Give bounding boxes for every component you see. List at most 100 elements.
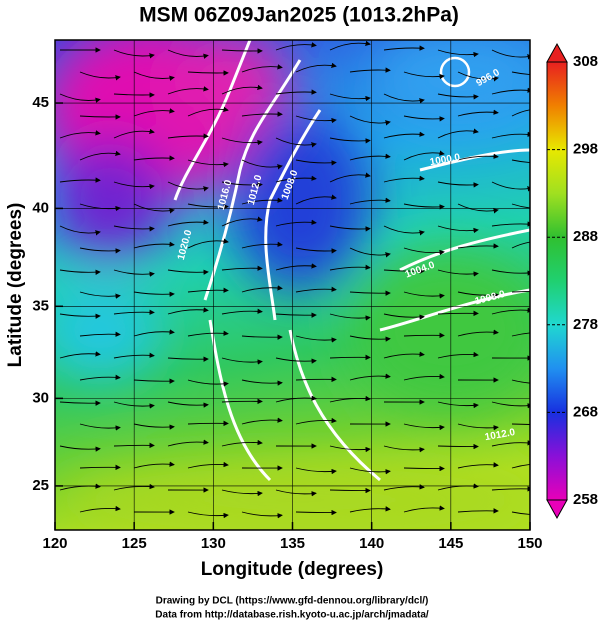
streamline (295, 467, 337, 475)
streamline (133, 203, 175, 214)
streamline (295, 115, 337, 124)
streamline (241, 241, 283, 249)
streamline (511, 379, 530, 384)
streamline (491, 49, 530, 60)
streamline (329, 354, 371, 361)
x-tick-label: 120 (42, 535, 67, 552)
streamline (59, 177, 101, 183)
streamline (167, 181, 209, 192)
streamline (403, 332, 445, 339)
streamline (295, 62, 337, 73)
streamline (349, 373, 391, 381)
streamline (295, 509, 337, 516)
streamline (383, 45, 425, 51)
streamline (491, 221, 530, 227)
streamline (241, 111, 283, 117)
streamline (329, 225, 371, 232)
streamline (403, 291, 445, 299)
streamline (329, 395, 371, 403)
streamline (437, 93, 479, 100)
streamline (329, 264, 371, 271)
x-tick-label: 140 (359, 535, 384, 552)
streamline (329, 487, 371, 494)
streamline (187, 287, 229, 293)
x-tick-label: 145 (438, 535, 463, 552)
streamline (349, 290, 391, 296)
streamline (133, 155, 175, 161)
streamline (295, 194, 337, 205)
streamline (329, 445, 371, 453)
streamline (295, 335, 337, 343)
streamline (349, 153, 391, 161)
streamline (79, 374, 121, 381)
streamline (133, 108, 175, 117)
streamline (295, 417, 337, 425)
streamline (329, 93, 371, 102)
streamline (511, 464, 530, 469)
streamline (221, 265, 263, 271)
streamline (241, 159, 283, 170)
streamline (457, 508, 499, 514)
colorbar-extend-bottom (546, 499, 568, 520)
streamline (187, 159, 229, 168)
streamline (275, 219, 317, 227)
streamline (349, 197, 391, 205)
streamline (329, 172, 371, 183)
streamline (437, 351, 479, 359)
streamline (491, 181, 530, 192)
streamline (511, 511, 530, 515)
streamline (457, 423, 499, 431)
streamline (403, 150, 445, 161)
streamline (383, 351, 425, 359)
streamline (167, 269, 209, 275)
streamline (79, 464, 121, 471)
streamline (79, 114, 121, 120)
colorbar-tick-label: 308 (573, 53, 598, 70)
credit: Drawing by DCL (https://www.gfd-dennou.o… (156, 596, 429, 607)
streamline (79, 150, 121, 161)
streamline (403, 373, 445, 381)
y-axis-label: Latitude (degrees) (5, 203, 26, 368)
streamline (329, 313, 371, 321)
y-tick-label: 25 (32, 477, 49, 494)
streamline (59, 130, 101, 139)
colorbar (546, 61, 568, 501)
streamline (133, 378, 175, 384)
streamline (275, 137, 317, 148)
y-tick-label: 45 (32, 94, 49, 111)
streamline (187, 330, 229, 337)
streamline (383, 484, 425, 491)
x-axis-label: Longitude (degrees) (201, 559, 384, 580)
streamline (457, 243, 499, 249)
colorbar-tick-label: 258 (573, 491, 598, 508)
streamline (241, 334, 283, 340)
streamline (241, 64, 283, 73)
streamline (437, 310, 479, 317)
streamline (221, 137, 263, 146)
streamline (457, 462, 499, 469)
streamline (79, 291, 121, 299)
y-tick-label: 35 (32, 297, 49, 314)
streamline (221, 439, 263, 447)
streamline (167, 356, 209, 362)
streamline (241, 197, 283, 205)
streamline (437, 269, 479, 277)
streamline (275, 175, 317, 183)
field-blobs (55, 40, 530, 530)
streamline (383, 225, 425, 236)
streamline (295, 376, 337, 383)
streamline (511, 71, 530, 75)
contour-label: 1000.0 (429, 152, 461, 168)
streamline (275, 312, 317, 318)
streamline (79, 331, 121, 337)
streamline (349, 247, 391, 258)
streamline (437, 181, 479, 188)
colorbar-tick-label: 298 (573, 141, 598, 158)
streamline (221, 216, 263, 227)
streamline (403, 465, 445, 472)
streamline (221, 489, 263, 497)
streamline (79, 71, 121, 81)
streamline (221, 84, 263, 95)
streamline (383, 268, 425, 274)
streamline (221, 181, 263, 188)
